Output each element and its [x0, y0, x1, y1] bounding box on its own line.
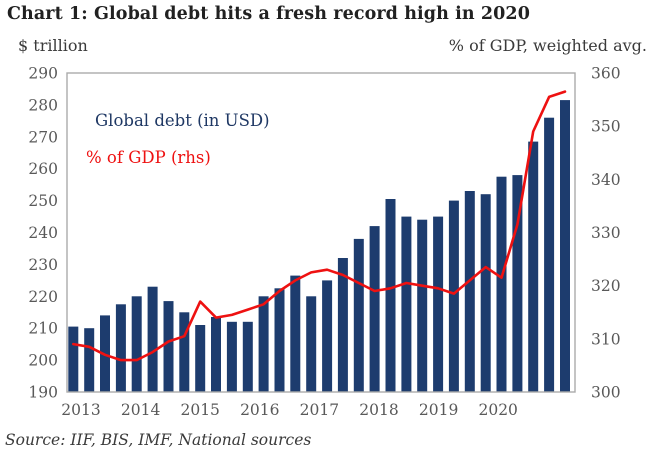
- debt-bar: [528, 141, 539, 392]
- debt-bar: [290, 275, 301, 392]
- debt-bar: [417, 219, 428, 392]
- debt-bar: [385, 199, 396, 392]
- debt-bar: [337, 258, 348, 392]
- plot-frame: [66, 72, 576, 393]
- right-axis-tick-label: 330: [591, 224, 621, 242]
- debt-bar: [242, 321, 253, 392]
- debt-bar: [369, 226, 380, 392]
- gdp-ratio-line: [72, 90, 567, 362]
- debt-bar: [179, 312, 190, 393]
- debt-bar: [226, 321, 237, 392]
- debt-bar: [306, 296, 317, 392]
- right-axis-tick-label: 300: [591, 384, 621, 402]
- debt-bar: [84, 328, 95, 392]
- left-axis-tick-label: 240: [28, 224, 58, 242]
- legend-global-debt-label: Global debt (in USD): [95, 111, 270, 130]
- left-axis-tick-label: 250: [28, 192, 58, 210]
- right-axis-tick-label: 310: [591, 330, 621, 348]
- left-axis-tick-label: 270: [28, 128, 58, 146]
- left-axis-tick-label: 200: [28, 352, 58, 370]
- left-axis-tick-label: 290: [28, 65, 58, 83]
- year-label: 2013: [61, 401, 100, 419]
- left-axis-unit-label: $ trillion: [18, 36, 88, 55]
- year-label: 2016: [240, 401, 279, 419]
- year-label: 2020: [478, 401, 517, 419]
- debt-bar: [544, 117, 555, 392]
- right-axis-tick-label: 350: [591, 118, 621, 136]
- debt-bar: [195, 325, 206, 392]
- year-label: 2017: [300, 401, 339, 419]
- legend-gdp-ratio-label: % of GDP (rhs): [86, 148, 211, 167]
- left-axis-tick-label: 210: [28, 320, 58, 338]
- debt-bar: [163, 301, 174, 392]
- left-axis-tick-label: 260: [28, 160, 58, 178]
- left-axis-tick-label: 220: [28, 288, 58, 306]
- debt-bar: [480, 194, 491, 392]
- debt-bar: [433, 216, 444, 392]
- right-axis-tick-label: 320: [591, 277, 621, 295]
- left-axis-tick-label: 230: [28, 256, 58, 274]
- year-label: 2015: [180, 401, 219, 419]
- right-axis-tick-label: 360: [591, 65, 621, 83]
- debt-bar: [258, 296, 269, 392]
- debt-bar: [496, 176, 507, 392]
- debt-bar: [464, 191, 475, 392]
- debt-bar: [211, 317, 221, 392]
- year-label: 2014: [121, 401, 161, 419]
- debt-bar: [401, 216, 412, 392]
- debt-bar: [322, 280, 333, 392]
- right-axis-unit-label: % of GDP, weighted avg.: [448, 36, 647, 55]
- year-label: 2019: [419, 401, 458, 419]
- year-label: 2018: [359, 401, 398, 419]
- debt-bar: [131, 296, 142, 392]
- debt-bar: [147, 286, 158, 392]
- debt-bar: [560, 100, 570, 392]
- debt-bar: [448, 200, 459, 392]
- debt-bar: [68, 326, 79, 392]
- chart-title: Chart 1: Global debt hits a fresh record…: [7, 4, 530, 24]
- right-axis-tick-label: 340: [591, 171, 621, 189]
- debt-bar: [512, 175, 523, 392]
- debt-bar: [115, 304, 126, 392]
- left-axis-tick-label: 280: [28, 96, 58, 114]
- debt-bar: [353, 238, 364, 392]
- left-axis-tick-label: 190: [28, 384, 58, 402]
- source-note: Source: IIF, BIS, IMF, National sources: [5, 431, 312, 449]
- debt-bar: [274, 288, 285, 392]
